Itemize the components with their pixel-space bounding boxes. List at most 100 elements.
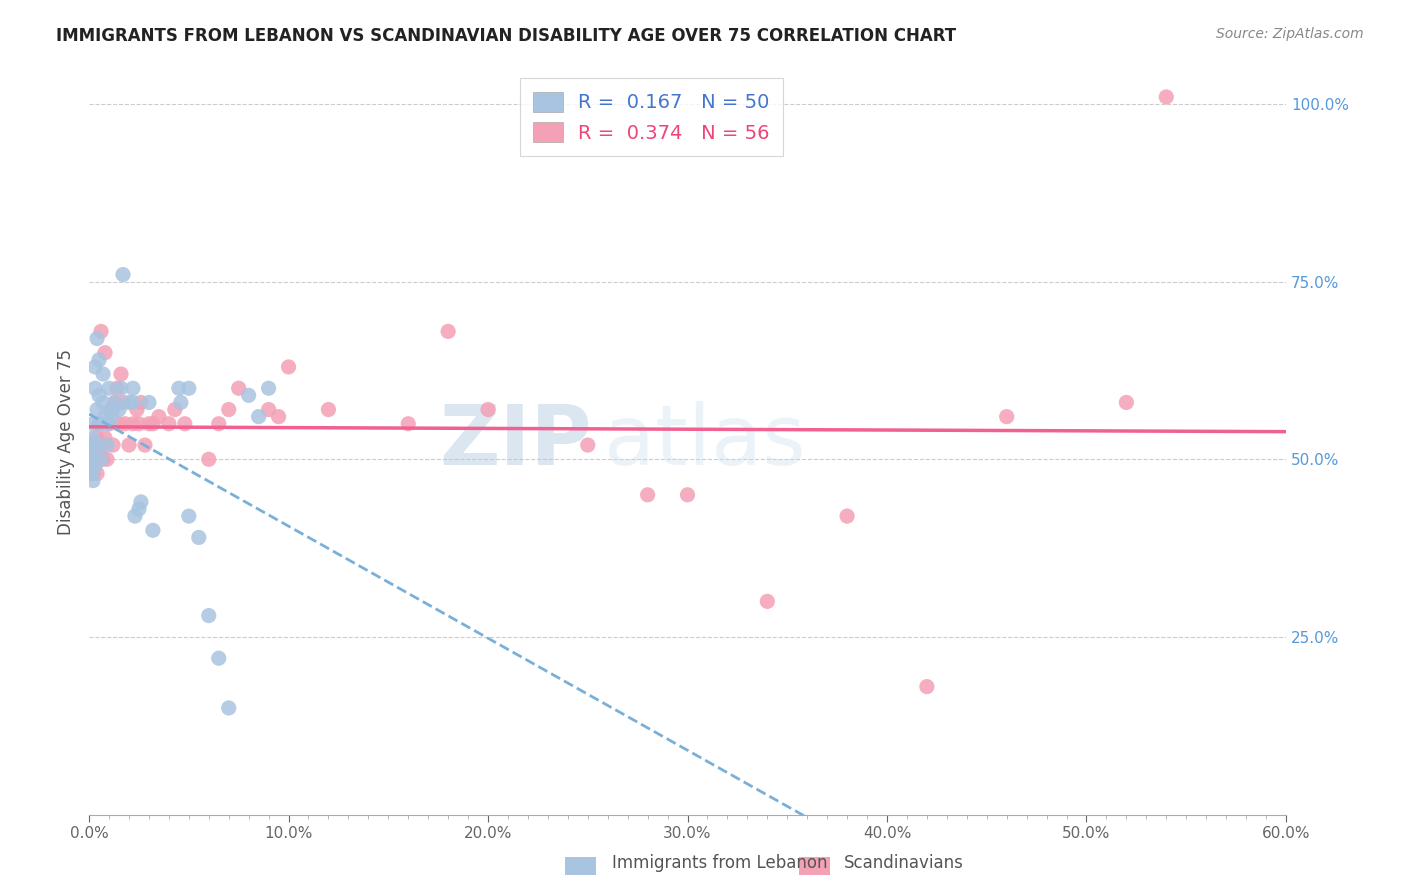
Point: [84, 359, 107, 374]
Point: [118, 438, 141, 452]
Point: [100, 409, 122, 424]
Point: [396, 417, 419, 431]
Point: [91, 452, 114, 467]
Point: [122, 395, 145, 409]
Point: [915, 680, 938, 694]
Point: [108, 417, 131, 431]
Point: [91, 395, 114, 409]
Y-axis label: Disability Age Over 75: Disability Age Over 75: [58, 349, 75, 534]
Point: [129, 395, 152, 409]
Point: [218, 402, 240, 417]
Point: [125, 402, 148, 417]
Point: [98, 417, 121, 431]
Point: [437, 325, 460, 339]
Point: [177, 381, 200, 395]
Point: [995, 409, 1018, 424]
Point: [82, 467, 104, 481]
Point: [98, 381, 121, 395]
Point: [128, 417, 150, 431]
Point: [94, 431, 117, 445]
Point: [228, 381, 250, 395]
Point: [94, 345, 117, 359]
Point: [114, 417, 136, 431]
Point: [96, 438, 118, 452]
Point: [142, 417, 165, 431]
Point: [96, 452, 118, 467]
Point: [82, 474, 104, 488]
Point: [129, 495, 152, 509]
Text: Source: ZipAtlas.com: Source: ZipAtlas.com: [1216, 27, 1364, 41]
Point: [111, 268, 134, 282]
Point: [170, 395, 193, 409]
Point: [87, 388, 110, 402]
Point: [84, 459, 107, 474]
Point: [756, 594, 779, 608]
Text: ZIP: ZIP: [439, 401, 592, 482]
Point: [142, 524, 165, 538]
Point: [148, 409, 170, 424]
Point: [87, 417, 110, 431]
Point: [167, 381, 190, 395]
Point: [82, 431, 104, 445]
Text: IMMIGRANTS FROM LEBANON VS SCANDINAVIAN DISABILITY AGE OVER 75 CORRELATION CHART: IMMIGRANTS FROM LEBANON VS SCANDINAVIAN …: [56, 27, 956, 45]
Point: [105, 381, 128, 395]
Point: [173, 417, 195, 431]
Point: [835, 509, 858, 524]
Point: [1154, 90, 1177, 104]
Point: [197, 452, 219, 467]
Point: [82, 417, 104, 431]
Point: [118, 395, 141, 409]
Point: [277, 359, 299, 374]
Point: [87, 417, 110, 431]
Point: [134, 438, 156, 452]
Point: [637, 488, 659, 502]
Point: [218, 701, 240, 715]
Point: [257, 381, 280, 395]
Point: [101, 438, 124, 452]
Point: [576, 438, 599, 452]
Point: [177, 509, 200, 524]
Point: [86, 438, 108, 452]
Point: [94, 409, 117, 424]
Point: [128, 502, 150, 516]
Point: [80, 438, 103, 452]
Point: [108, 402, 131, 417]
Point: [87, 445, 110, 459]
Point: [90, 417, 112, 431]
Point: [82, 438, 104, 452]
Point: [90, 452, 112, 467]
Point: [124, 509, 146, 524]
Legend: R =  0.167   N = 50, R =  0.374   N = 56: R = 0.167 N = 50, R = 0.374 N = 56: [520, 78, 783, 156]
Point: [91, 367, 114, 381]
Point: [80, 452, 103, 467]
Text: Immigrants from Lebanon: Immigrants from Lebanon: [612, 855, 827, 872]
Point: [187, 531, 209, 545]
Point: [257, 402, 280, 417]
Point: [111, 395, 134, 409]
Point: [197, 608, 219, 623]
Point: [98, 417, 121, 431]
Point: [138, 395, 160, 409]
Point: [80, 445, 103, 459]
Point: [86, 331, 108, 345]
Point: [104, 395, 127, 409]
Point: [101, 402, 124, 417]
Text: Scandinavians: Scandinavians: [844, 855, 963, 872]
Point: [90, 438, 112, 452]
Point: [82, 452, 104, 467]
Point: [208, 417, 231, 431]
Point: [84, 381, 107, 395]
Point: [104, 395, 127, 409]
Point: [110, 381, 132, 395]
Point: [86, 467, 108, 481]
Point: [477, 402, 499, 417]
Point: [80, 459, 103, 474]
Point: [208, 651, 231, 665]
Point: [110, 367, 132, 381]
Text: atlas: atlas: [603, 401, 806, 482]
Point: [163, 402, 186, 417]
Point: [86, 431, 108, 445]
Point: [238, 388, 260, 402]
Point: [157, 417, 180, 431]
Point: [247, 409, 270, 424]
